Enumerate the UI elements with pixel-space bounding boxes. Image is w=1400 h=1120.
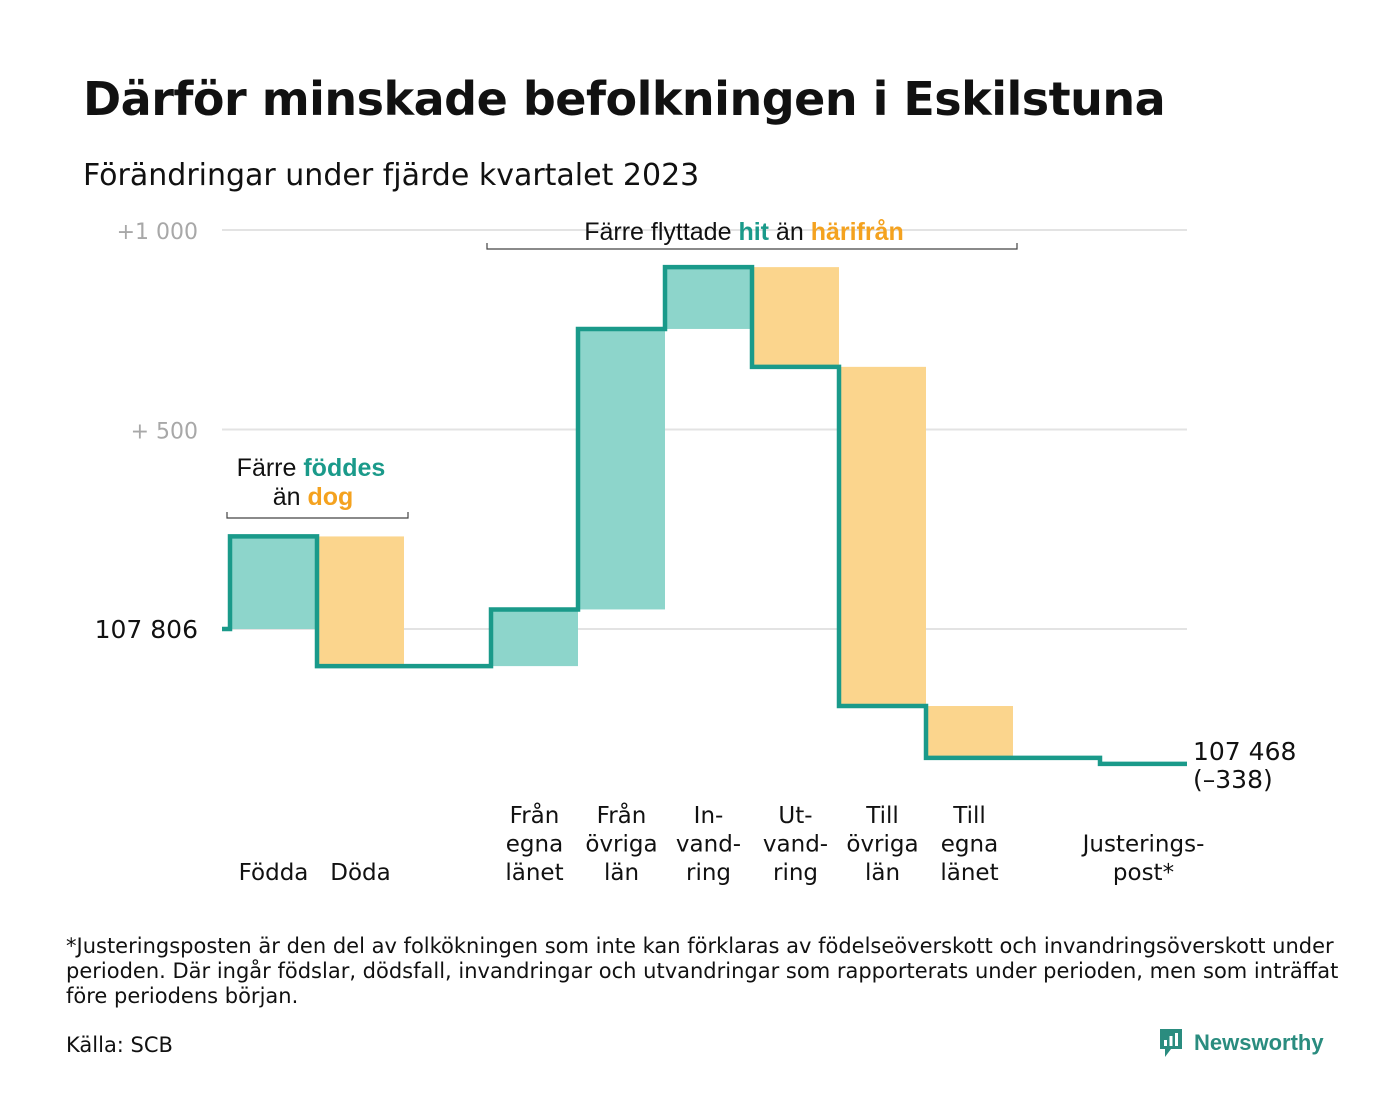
category-label: ring <box>773 860 818 886</box>
deaths-annotation-prefix: än <box>273 483 308 511</box>
category-label: övriga <box>585 832 657 858</box>
chart-title: Därför minskade befolkningen i Eskilstun… <box>83 72 1166 126</box>
end-change-label: (–338) <box>1193 765 1273 794</box>
bar-inflow <box>491 609 578 667</box>
svg-text:Färre flyttade hit än härifrån: Färre flyttade hit än härifrån <box>584 218 904 246</box>
brand-name: Newsworthy <box>1194 1030 1324 1055</box>
births-annotation-highlight: föddes <box>303 454 385 482</box>
category-label: länet <box>940 860 998 886</box>
chart-subtitle: Förändringar under fjärde kvartalet 2023 <box>83 158 700 193</box>
y-tick-label: + 500 <box>131 420 198 445</box>
category-label: ring <box>686 860 731 886</box>
category-label: egna <box>941 832 998 858</box>
category-label: län <box>865 860 900 886</box>
bar-outflow <box>752 267 839 367</box>
category-label: In- <box>694 803 724 829</box>
bar-outflow <box>926 706 1013 758</box>
category-label: län <box>604 860 639 886</box>
end-value-label: 107 468 <box>1193 737 1296 766</box>
migration-annotation-highlight-out: härifrån <box>811 218 904 246</box>
category-label: egna <box>506 832 563 858</box>
bar-inflow <box>665 267 752 329</box>
svg-text:än dog: än dog <box>273 483 354 511</box>
y-tick-label: +1 000 <box>117 220 198 245</box>
brand-logo[interactable]: Newsworthy <box>1158 1026 1324 1060</box>
y-axis-ticks: +1 000 + 500 107 806 <box>95 220 198 644</box>
category-label: Döda <box>330 860 390 886</box>
category-label: vand- <box>676 832 741 858</box>
footnote: *Justeringsposten är den del av folkökni… <box>66 934 1339 1008</box>
category-label: Ut- <box>778 803 812 829</box>
migration-annotation: Färre flyttade hit än härifrån <box>486 218 1018 250</box>
bars <box>230 267 1013 758</box>
births-annotation-bracket <box>226 512 409 519</box>
category-label: vand- <box>763 832 828 858</box>
births-annotation-prefix: Färre <box>237 454 304 482</box>
category-label: post* <box>1113 860 1174 886</box>
migration-annotation-middle: än <box>769 218 811 246</box>
migration-annotation-prefix: Färre flyttade <box>584 218 738 246</box>
category-label: övriga <box>846 832 918 858</box>
category-label: Till <box>865 803 899 829</box>
newsworthy-logo-icon <box>1160 1029 1182 1057</box>
y-tick-label: 107 806 <box>95 615 198 644</box>
births-annotation: Färre föddes än dog <box>226 454 409 519</box>
migration-annotation-highlight-in: hit <box>738 218 769 246</box>
step-line <box>222 264 1187 767</box>
cumulative-step-line <box>222 264 1187 767</box>
deaths-annotation-highlight: dog <box>307 483 353 511</box>
bar-outflow <box>317 536 404 667</box>
bar-inflow <box>578 328 665 610</box>
source-label: Källa: SCB <box>66 1033 173 1057</box>
svg-text:Färre föddes: Färre föddes <box>237 454 386 482</box>
bar-outflow <box>839 366 926 707</box>
category-label: Till <box>952 803 986 829</box>
category-label: Från <box>510 801 560 829</box>
category-label: länet <box>505 860 563 886</box>
category-labels: Födda DödaFrånegnalänetFrånövrigalänIn-va… <box>239 801 1205 886</box>
migration-annotation-bracket <box>486 243 1018 250</box>
category-label: Justerings- <box>1081 832 1205 858</box>
category-label: Från <box>597 801 647 829</box>
bar-inflow <box>230 536 317 629</box>
category-label: Födda <box>239 860 309 886</box>
